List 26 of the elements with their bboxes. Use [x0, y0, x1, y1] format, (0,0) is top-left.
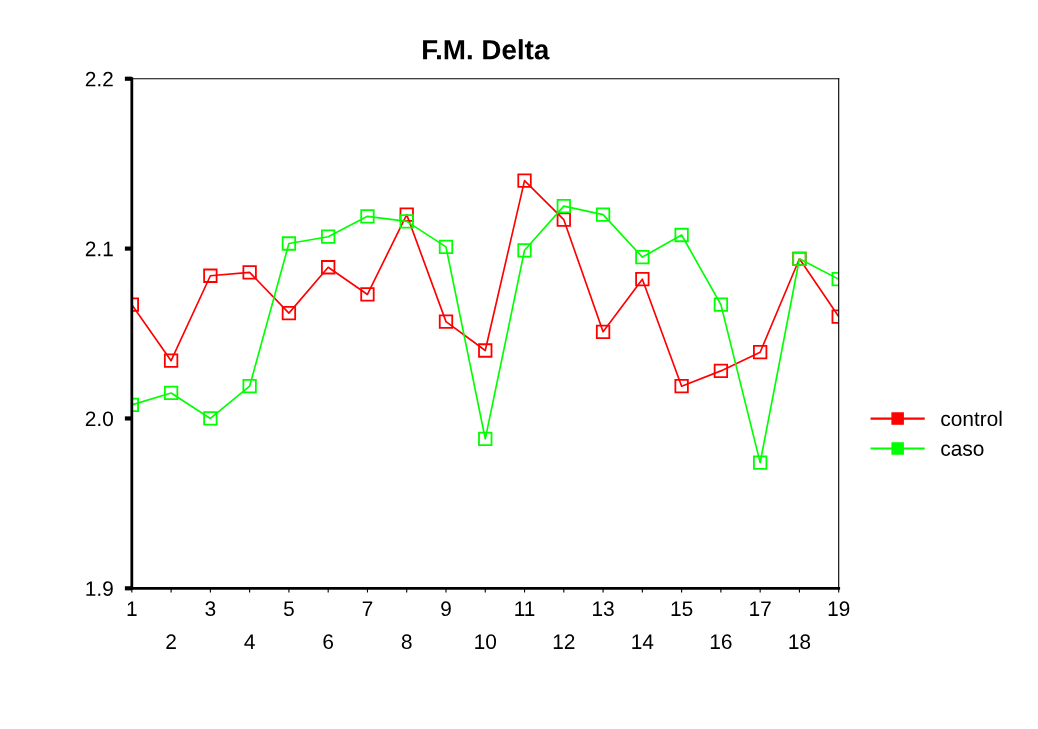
x-tick-label: 3: [205, 601, 216, 617]
x-tick-label: 16: [710, 634, 732, 650]
y-tick-label: 1.9: [86, 581, 113, 597]
x-tick-label: 10: [475, 634, 497, 650]
chart-title: F.M. Delta: [423, 39, 550, 60]
x-tick-label: 7: [362, 601, 373, 616]
x-tick-label: 14: [632, 634, 654, 649]
x-tick-label: 17: [750, 601, 771, 616]
x-tick-label: 11: [515, 601, 535, 616]
x-tick-label: 18: [789, 634, 811, 650]
x-tick-label: 15: [671, 601, 693, 617]
x-tick-label: 5: [283, 601, 294, 617]
x-tick-label: 1: [127, 601, 137, 616]
x-tick-label: 9: [441, 601, 451, 617]
x-tick-label: 19: [828, 601, 850, 617]
x-tick-label: 2: [166, 634, 176, 649]
legend-label: caso: [941, 444, 984, 456]
x-tick-label: 4: [244, 634, 255, 649]
x-tick-label: 6: [323, 634, 334, 650]
y-tick-label: 2.2: [85, 71, 113, 87]
x-tick-label: 13: [593, 601, 614, 617]
y-tick-label: 2.0: [85, 411, 113, 427]
x-tick-label: 8: [401, 634, 412, 650]
legend-label: control: [941, 410, 1002, 427]
x-tick-label: 12: [553, 634, 575, 649]
y-tick-label: 2.1: [85, 241, 113, 257]
